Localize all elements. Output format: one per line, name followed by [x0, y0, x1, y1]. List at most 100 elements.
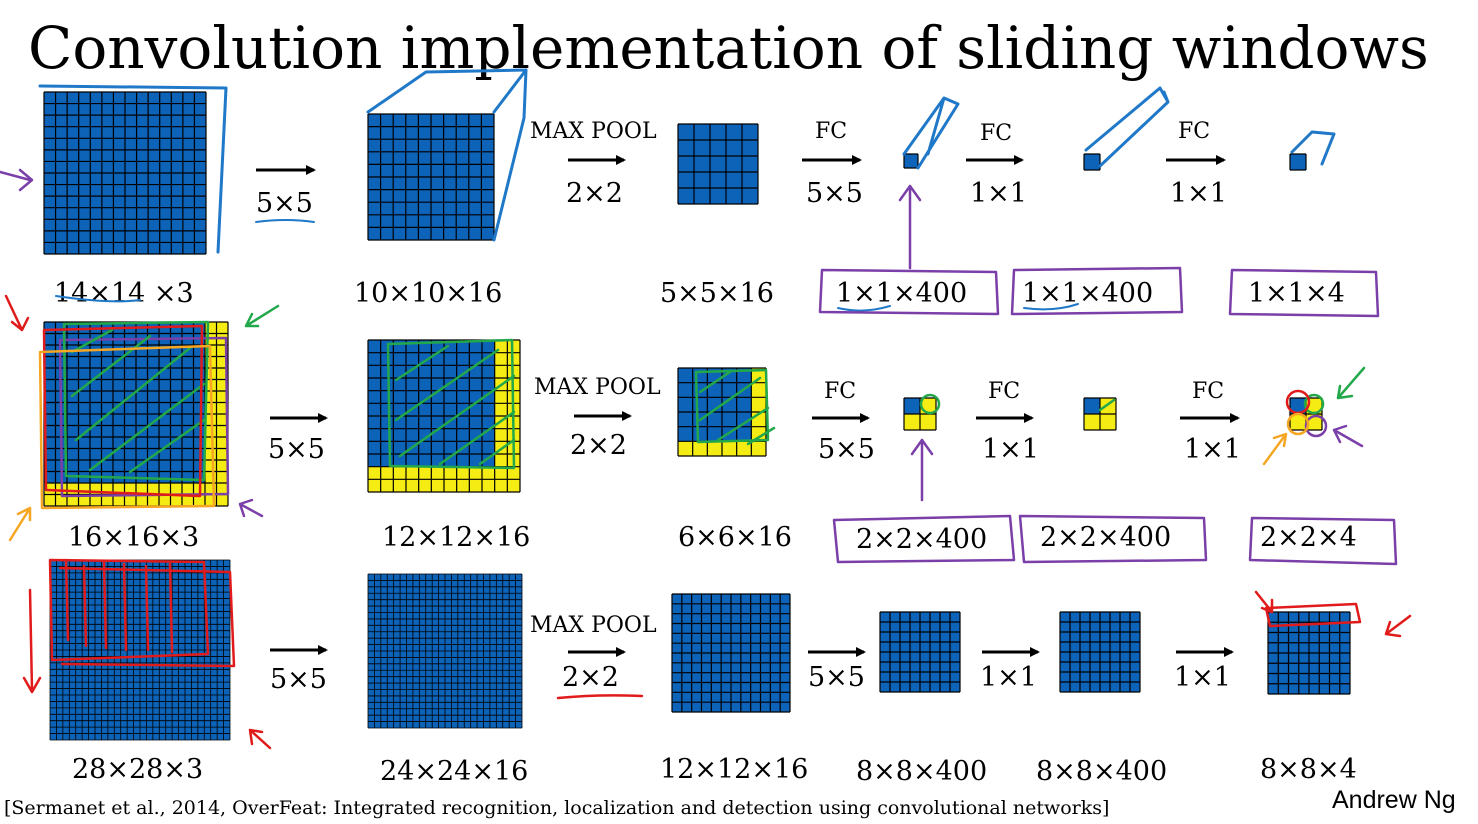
row2-conv-out-label: 12×12×16: [382, 522, 530, 553]
row1-fc1-name: FC: [815, 119, 847, 144]
annot-green-arrow-1: [244, 304, 280, 328]
row3-fc2-size: 1×1: [980, 662, 1037, 693]
annot-red-arrow-3: [248, 728, 272, 750]
annot-fc2-depth: [1084, 86, 1170, 168]
row2-fc1-size: 5×5: [818, 434, 875, 465]
annot-box-fc1: [818, 268, 1000, 316]
annot-green-box-pool: [694, 368, 770, 444]
row3-pool-size: 2×2: [562, 662, 619, 693]
row1-fc2-size: 1×1: [970, 178, 1027, 209]
row2-conv-label: 5×5: [268, 434, 325, 465]
annot-purple-arrow-4: [238, 498, 264, 518]
annot-window-purple: [58, 336, 230, 498]
annot-fc1-depth: [902, 96, 960, 170]
row3-fc2-grid: [1059, 611, 1141, 693]
slide-title: Convolution implementation of sliding wi…: [28, 14, 1429, 82]
annot-red-window-outer: [58, 566, 236, 668]
row3-input-grid: [49, 559, 231, 741]
row1-fc3-size: 1×1: [1170, 178, 1227, 209]
annot-window-orange: [38, 344, 216, 510]
annot-red-output-cell: [1264, 602, 1362, 628]
annot-purple-arrow-2: [898, 184, 922, 270]
row3-conv-label: 5×5: [270, 664, 327, 695]
annot-red-arrow-2: [22, 588, 42, 694]
annot-green-hatch-2: [394, 344, 516, 466]
handwritten-annotations: [0, 68, 1412, 750]
annot-box-fc2b: [1018, 514, 1208, 564]
row2-pool-out-label: 6×6×16: [678, 522, 792, 553]
row2-fc1-name: FC: [824, 379, 856, 404]
row3-fc2-out-label: 8×8×400: [1036, 756, 1167, 787]
annot-green-mark: [1098, 398, 1116, 412]
annot-purple-arrow-1: [0, 168, 34, 192]
annot-red-arrow-5: [1384, 614, 1412, 638]
row-2: 16×16×3 5×5 12×12×16 MAX POOL 2×2 6×6×16…: [68, 375, 1357, 555]
row1-fc1-cell: [903, 153, 919, 169]
row2-fc2-out-label: 2×2×400: [1040, 522, 1171, 553]
row1-fc1-out-label: 1×1×400: [836, 278, 967, 309]
annot-green-hatch-3: [698, 370, 776, 446]
row3-input-label: 28×28×3: [72, 754, 203, 785]
row1-fc2-name: FC: [980, 121, 1012, 146]
row1-pool-name: MAX POOL: [530, 119, 657, 144]
annot-red-underline: [556, 694, 644, 700]
annot-green-arrow-2: [1336, 366, 1366, 400]
annot-window-red: [42, 324, 204, 498]
row3-fc1-out-label: 8×8×400: [856, 756, 987, 787]
row2-fc3-size: 1×1: [1184, 434, 1241, 465]
row3-conv-out-label: 24×24×16: [380, 756, 528, 787]
annot-red-arrow-4: [1254, 590, 1274, 614]
annot-box-fc2: [1010, 266, 1184, 316]
annot-purple-arrow-5: [1332, 424, 1364, 448]
row1-conv-out-label: 10×10×16: [354, 278, 502, 309]
annot-red-windows: [48, 558, 210, 662]
annot-fc3-depth: [1290, 130, 1336, 166]
row2-input-label: 16×16×3: [68, 522, 199, 553]
annot-green-circle-1: [919, 393, 941, 415]
annot-window-green: [62, 320, 210, 482]
annot-purple-circle: [1304, 414, 1328, 438]
annot-orange-circle: [1286, 412, 1310, 436]
annot-underline-2: [255, 219, 315, 223]
annot-green-circle-2: [1303, 393, 1325, 415]
row2-pool-name: MAX POOL: [534, 375, 661, 400]
annot-red-arrow-1: [4, 294, 30, 332]
row-3: 28×28×3 5×5 24×24×16 MAX POOL 2×2 12×12×…: [72, 613, 1357, 787]
row1-out-label: 1×1×4: [1248, 278, 1345, 309]
row2-out-label: 2×2×4: [1260, 522, 1357, 553]
annot-conv-depth: [366, 68, 528, 242]
row1-fc2-cell: [1083, 153, 1101, 171]
annot-box-out2: [1248, 516, 1398, 566]
annot-underline-1: [55, 295, 141, 303]
row3-conv-grid: [367, 573, 523, 729]
annot-box-out1: [1228, 268, 1380, 318]
row2-fc1-out-label: 2×2×400: [856, 524, 987, 555]
row1-fc3-cell: [1289, 153, 1307, 171]
feature-map-grids: [43, 91, 1351, 741]
row1-fc2-out-label: 1×1×400: [1022, 278, 1153, 309]
row1-pool-out-label: 5×5×16: [660, 278, 774, 309]
row3-fc1-size: 5×5: [808, 662, 865, 693]
row2-fc2-name: FC: [988, 379, 1020, 404]
row1-pool-grid: [677, 123, 759, 205]
row3-pool-grid: [671, 593, 791, 713]
row2-conv-grid: [367, 339, 521, 493]
row1-pool-size: 2×2: [566, 178, 623, 209]
row3-out-label: 8×8×4: [1260, 754, 1357, 785]
row2-fc3-name: FC: [1192, 379, 1224, 404]
annot-input-depth: [38, 84, 228, 254]
row3-fc1-grid: [879, 611, 961, 693]
author-name: Andrew Ng: [1332, 786, 1456, 814]
row1-conv-label: 5×5: [256, 188, 313, 219]
row1-input-label: 14×14 ×3: [54, 278, 194, 309]
annot-purple-arrow-3: [910, 438, 934, 502]
citation: [Sermanet et al., 2014, OverFeat: Integr…: [4, 797, 1109, 819]
row-1: 14×14 ×3 5×5 10×10×16 MAX POOL 2×2 5×5×1…: [54, 119, 1345, 309]
row1-input-grid: [43, 91, 207, 255]
row3-pool-name: MAX POOL: [530, 613, 657, 638]
row2-fc2-size: 1×1: [982, 434, 1039, 465]
annot-underline-4: [1023, 303, 1079, 311]
row1-conv-grid: [367, 113, 495, 241]
